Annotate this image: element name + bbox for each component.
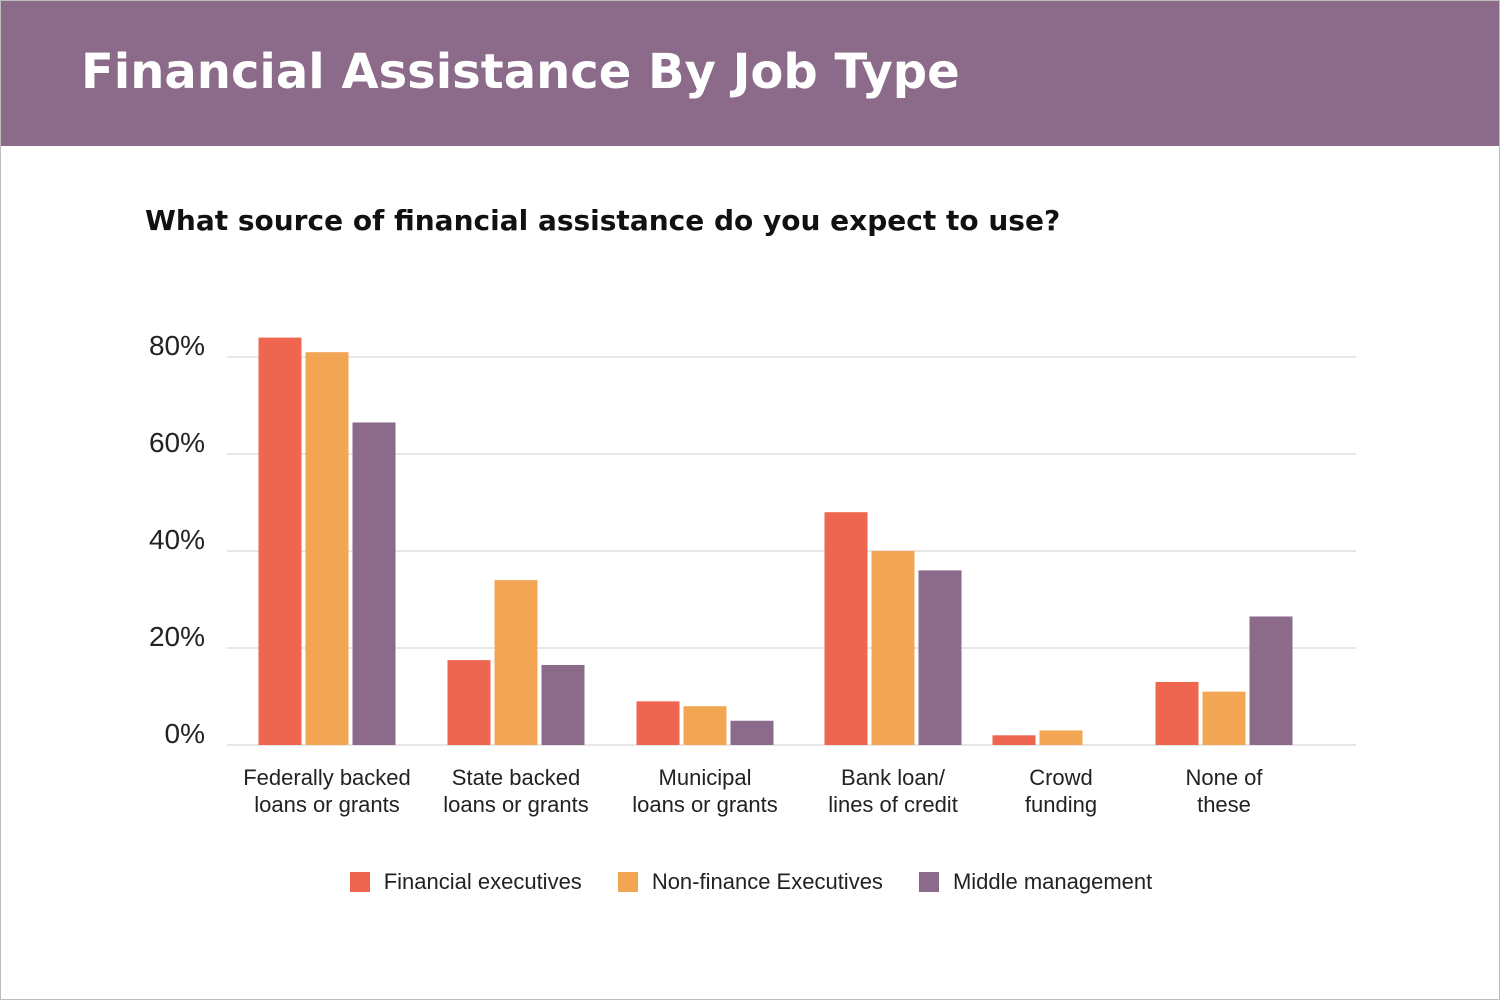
y-axis-tick-labels: 0% 20% 40% 60% 80% <box>149 330 205 749</box>
legend-swatch <box>918 872 939 892</box>
legend-label: Non-finance Executives <box>651 869 883 894</box>
y-tick-label: 60% <box>149 427 205 458</box>
bar <box>258 337 302 745</box>
chart-title: What source of financial assistance do y… <box>145 204 1061 237</box>
x-category-label: Bank loan/ <box>841 765 946 790</box>
bar <box>992 735 1036 745</box>
bar <box>683 706 727 745</box>
legend-swatch <box>617 872 638 892</box>
y-tick-label: 0% <box>165 718 205 749</box>
x-category-label: Crowd <box>1029 765 1093 790</box>
bar <box>636 701 680 745</box>
x-category-label: loans or grants <box>254 792 400 817</box>
bar <box>352 422 396 745</box>
x-category-label: None of <box>1185 765 1263 790</box>
bar <box>1155 681 1199 745</box>
y-tick-label: 20% <box>149 621 205 652</box>
bar <box>730 720 774 745</box>
bar <box>494 580 538 745</box>
page-title: Financial Assistance By Job Type <box>81 44 960 100</box>
bar <box>918 570 962 745</box>
x-category-label: funding <box>1025 792 1097 817</box>
bar <box>824 512 868 745</box>
x-category-label: loans or grants <box>443 792 589 817</box>
y-tick-label: 80% <box>149 330 205 361</box>
legend-item: Non-finance Executives <box>617 869 883 895</box>
x-category-label: State backed <box>452 765 580 790</box>
bars <box>258 337 1293 745</box>
bar <box>305 352 349 745</box>
bar <box>871 551 915 745</box>
x-category-label: Federally backed <box>243 765 411 790</box>
bar <box>1039 730 1083 745</box>
legend-label: Middle management <box>952 869 1153 894</box>
bar <box>541 664 585 745</box>
legend-label: Financial executives <box>383 869 582 894</box>
bar <box>1249 616 1293 745</box>
legend: Financial executives Non-finance Executiv… <box>1 867 1499 897</box>
y-tick-label: 40% <box>149 524 205 555</box>
legend-swatch <box>349 872 370 892</box>
bar <box>1202 691 1246 745</box>
x-category-label: lines of credit <box>828 792 958 817</box>
x-category-label: Municipal <box>659 765 752 790</box>
title-banner: Financial Assistance By Job Type <box>1 1 1499 146</box>
x-category-label: loans or grants <box>632 792 778 817</box>
x-category-label: these <box>1197 792 1251 817</box>
legend-item: Financial executives <box>349 869 582 895</box>
legend-item: Middle management <box>918 869 1153 895</box>
bar <box>447 660 491 745</box>
